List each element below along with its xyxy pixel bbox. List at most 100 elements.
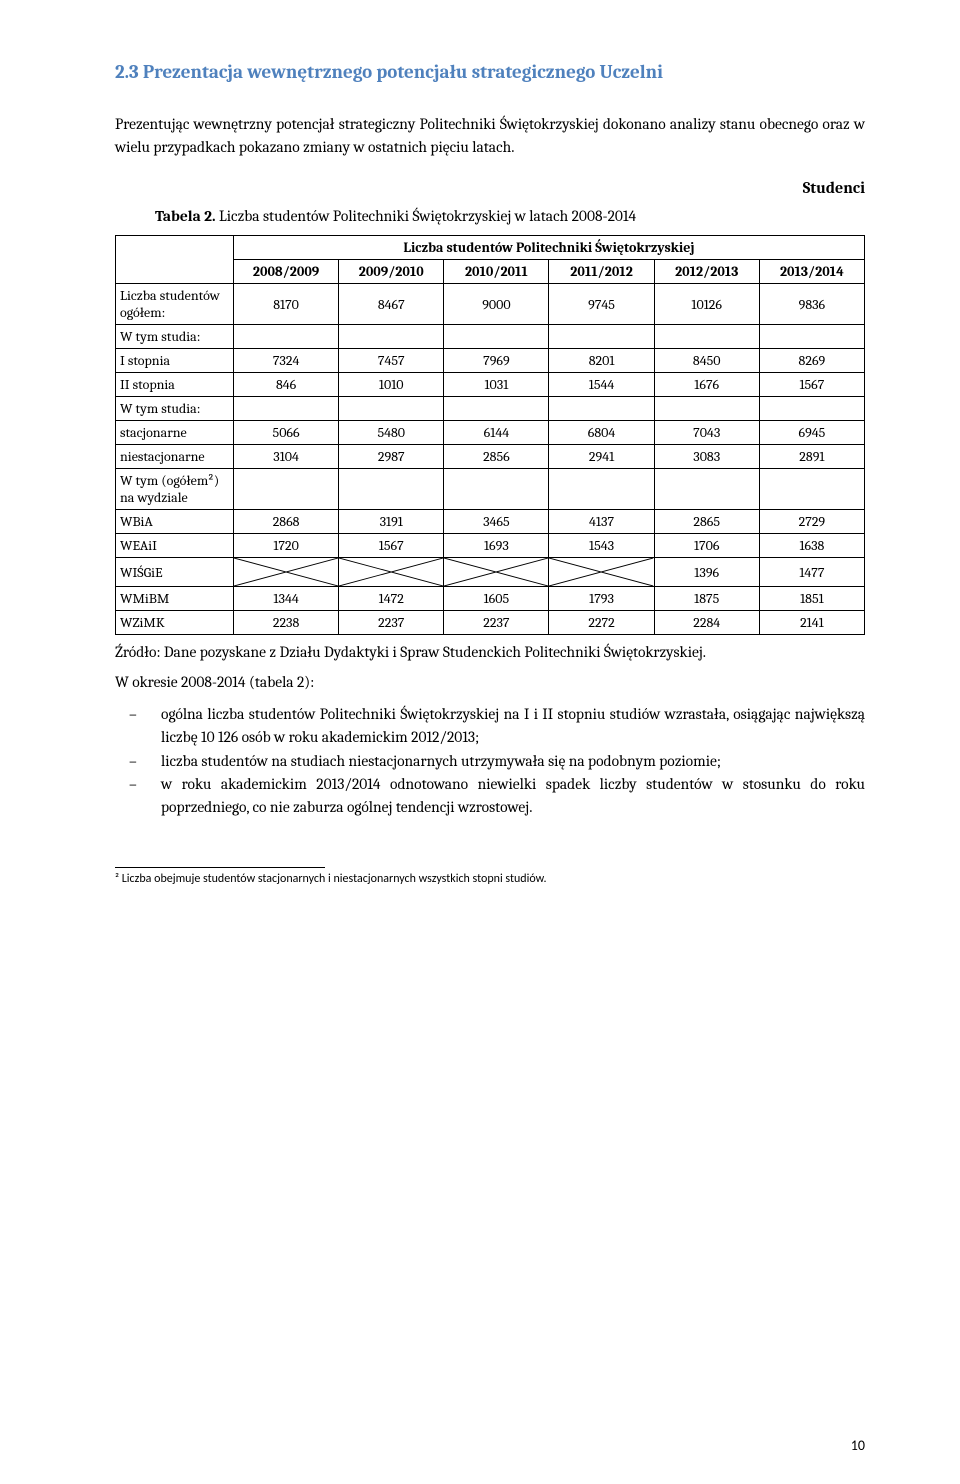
list-item: ogólna liczba studentów Politechniki Świ… [129, 703, 865, 750]
table-cell: 1720 [234, 534, 339, 558]
row-label: WZiMK [116, 611, 234, 635]
table-cell [234, 558, 339, 587]
table-cell: 2141 [759, 611, 864, 635]
table-cell: 9745 [549, 284, 654, 325]
year-header: 2010/2011 [444, 260, 549, 284]
table-super-header: Liczba studentów Politechniki Świętokrzy… [234, 236, 865, 260]
table-cell: 3083 [654, 445, 759, 469]
table-cell: 1793 [549, 587, 654, 611]
row-label: WBiA [116, 510, 234, 534]
bullet-list: ogólna liczba studentów Politechniki Świ… [115, 703, 865, 819]
table-row: Liczba studentów ogółem:8170846790009745… [116, 284, 865, 325]
table-cell: 2284 [654, 611, 759, 635]
row-label: WIŚGiE [116, 558, 234, 587]
table-cell: 1693 [444, 534, 549, 558]
footnote-rule [115, 867, 325, 868]
table-cell: 1638 [759, 534, 864, 558]
table-cell: 9836 [759, 284, 864, 325]
table-cell: 1567 [339, 534, 444, 558]
row-label: W tym studia: [116, 397, 234, 421]
table-cell [549, 325, 654, 349]
table-cell: 8170 [234, 284, 339, 325]
table-cell: 1875 [654, 587, 759, 611]
table-cell [444, 558, 549, 587]
table-row: WMiBM134414721605179318751851 [116, 587, 865, 611]
row-label: stacjonarne [116, 421, 234, 445]
table-cell: 8269 [759, 349, 864, 373]
section-subtitle: Studenci [115, 179, 865, 197]
table-cell: 1031 [444, 373, 549, 397]
table-caption: Tabela 2. Liczba studentów Politechniki … [155, 207, 865, 225]
table-cell: 1344 [234, 587, 339, 611]
table-cell: 846 [234, 373, 339, 397]
table-cell: 7324 [234, 349, 339, 373]
table-header-row: Liczba studentów Politechniki Świętokrzy… [116, 236, 865, 260]
table-cell [654, 397, 759, 421]
row-label: W tym (ogółem²) na wydziale [116, 469, 234, 510]
row-label: W tym studia: [116, 325, 234, 349]
year-header: 2013/2014 [759, 260, 864, 284]
caption-text: Liczba studentów Politechniki Świętokrzy… [216, 207, 637, 225]
table-cell: 1472 [339, 587, 444, 611]
table-cell: 1477 [759, 558, 864, 587]
table-cell: 2868 [234, 510, 339, 534]
table-cell: 1851 [759, 587, 864, 611]
row-label: I stopnia [116, 349, 234, 373]
table-cell [444, 469, 549, 510]
table-cell: 2237 [339, 611, 444, 635]
table-cell: 2272 [549, 611, 654, 635]
table-cell [654, 325, 759, 349]
table-cell [339, 397, 444, 421]
year-header: 2012/2013 [654, 260, 759, 284]
footnote-text: ² Liczba obejmuje studentów stacjonarnyc… [115, 872, 865, 886]
table-cell [549, 397, 654, 421]
table-row: stacjonarne506654806144680470436945 [116, 421, 865, 445]
followup-text: W okresie 2008-2014 (tabela 2): [115, 673, 865, 691]
table-cell: 6144 [444, 421, 549, 445]
table-cell: 6804 [549, 421, 654, 445]
table-cell [444, 397, 549, 421]
table-cell: 6945 [759, 421, 864, 445]
table-cell: 2891 [759, 445, 864, 469]
table-row: WZiMK223822372237227222842141 [116, 611, 865, 635]
table-cell [444, 325, 549, 349]
table-cell: 4137 [549, 510, 654, 534]
table-row: I stopnia732474577969820184508269 [116, 349, 865, 373]
table-cell: 2729 [759, 510, 864, 534]
table-cell [339, 558, 444, 587]
table-cell [339, 325, 444, 349]
table-cell: 10126 [654, 284, 759, 325]
table-cell [234, 397, 339, 421]
table-cell: 7969 [444, 349, 549, 373]
table-cell: 1543 [549, 534, 654, 558]
table-cell [759, 325, 864, 349]
table-cell: 1010 [339, 373, 444, 397]
table-row: niestacjonarne310429872856294130832891 [116, 445, 865, 469]
table-cell: 3191 [339, 510, 444, 534]
students-table: Liczba studentów Politechniki Świętokrzy… [115, 235, 865, 635]
table-cell: 1396 [654, 558, 759, 587]
table-cell: 8467 [339, 284, 444, 325]
row-label: Liczba studentów ogółem: [116, 284, 234, 325]
table-source: Źródło: Dane pozyskane z Działu Dydaktyk… [115, 643, 865, 661]
table-cell [759, 469, 864, 510]
table-cell: 1706 [654, 534, 759, 558]
table-row: WEAiI172015671693154317061638 [116, 534, 865, 558]
row-label: WMiBM [116, 587, 234, 611]
table-cell [549, 558, 654, 587]
document-page: 2.3 Prezentacja wewnętrznego potencjału … [0, 0, 960, 1484]
table-row: WBiA286831913465413728652729 [116, 510, 865, 534]
table-cell [234, 325, 339, 349]
list-item: w roku akademickim 2013/2014 odnotowano … [129, 773, 865, 820]
row-label: niestacjonarne [116, 445, 234, 469]
table-cell: 2238 [234, 611, 339, 635]
table-cell: 5480 [339, 421, 444, 445]
row-label: II stopnia [116, 373, 234, 397]
table-cell: 2865 [654, 510, 759, 534]
table-cell: 3104 [234, 445, 339, 469]
table-cell: 1567 [759, 373, 864, 397]
table-cell: 3465 [444, 510, 549, 534]
table-cell: 1605 [444, 587, 549, 611]
year-header: 2011/2012 [549, 260, 654, 284]
table-cell: 9000 [444, 284, 549, 325]
